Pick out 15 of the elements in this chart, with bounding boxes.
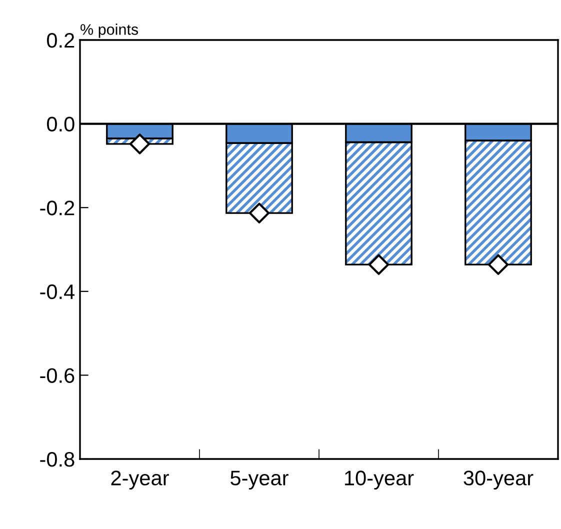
x-tick-label: 2-year — [111, 470, 169, 490]
point — [248, 202, 270, 224]
x-tick-label: 5-year — [230, 470, 288, 490]
y-tick-label: 0.0 — [46, 116, 74, 132]
point — [368, 254, 390, 275]
y-tick-label: -0.4 — [40, 284, 75, 300]
point — [488, 254, 509, 275]
x-tick-label: 10-year — [345, 470, 414, 490]
x-tick-label: 30-year — [464, 470, 534, 490]
y-tick-label: 0.2 — [46, 33, 74, 48]
y-axis-title: % points — [80, 24, 138, 38]
y-tick-label: -0.8 — [40, 452, 74, 467]
y-tick-label: -0.2 — [40, 200, 74, 216]
point — [129, 134, 150, 154]
y-tick-label: -0.6 — [40, 368, 74, 383]
